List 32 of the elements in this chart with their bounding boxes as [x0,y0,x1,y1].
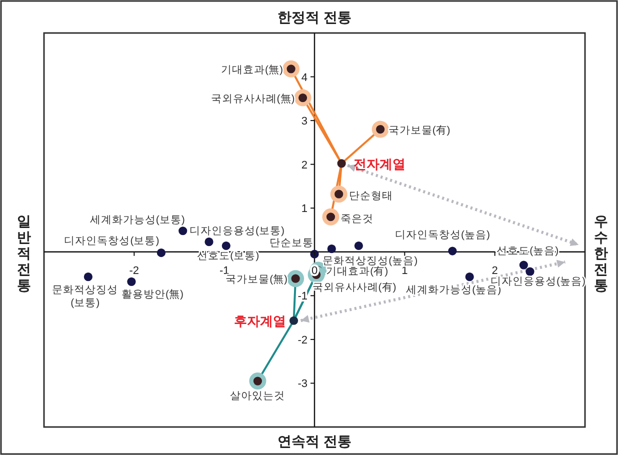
x-tick-label: -2 [129,264,140,277]
annotation: 기대효과(有) [326,265,388,278]
annotation: 죽은것 [340,212,374,225]
annotation: 국외유사사례(無) [210,92,295,105]
x-axis-title: 연속적 전통 [278,433,352,449]
series-label: 전자계열 [354,156,406,172]
y-axis-title: 일반적 전통 [17,213,31,293]
y-tick-label: 3 [301,116,308,128]
annotation: 디자인독창성(높음) [394,229,490,242]
series-label: 후자계열 [234,314,286,329]
x-tick-label: 1 [402,264,408,277]
x-tick-label: 2 [492,264,498,277]
y-tick-label: 2 [301,159,308,172]
annotation: 활용방안(無) [121,288,184,301]
annotation: 문화적상징성(보통) [52,284,118,309]
chart-title: 한정적 전통 [278,9,352,25]
annotation: 디자인응용성(보통) [190,224,285,237]
annotation: 단순형태 [348,190,393,202]
annotation: 문화적상징성(높음) [322,254,418,267]
annotation: 선호도(보통) [197,250,260,262]
annotation: 세계화가능성(보통) [90,214,185,226]
y-tick-label: -3 [298,378,308,390]
annotation: 디자인독창성(보통) [64,234,160,247]
y-tick-label: -2 [298,334,308,346]
annotation: 세계화가능성(높음) [406,284,502,296]
y-tick-label: 1 [301,203,308,216]
y2-axis-title: 우수한 전통 [594,213,608,293]
annotation: 기대효과(無) [221,64,284,76]
annotation: 살아있는것 [230,390,286,402]
annotation: 국가보물(有) [388,124,450,136]
y-tick-label: 4 [301,72,308,84]
annotation: 단순보통 [270,237,314,250]
